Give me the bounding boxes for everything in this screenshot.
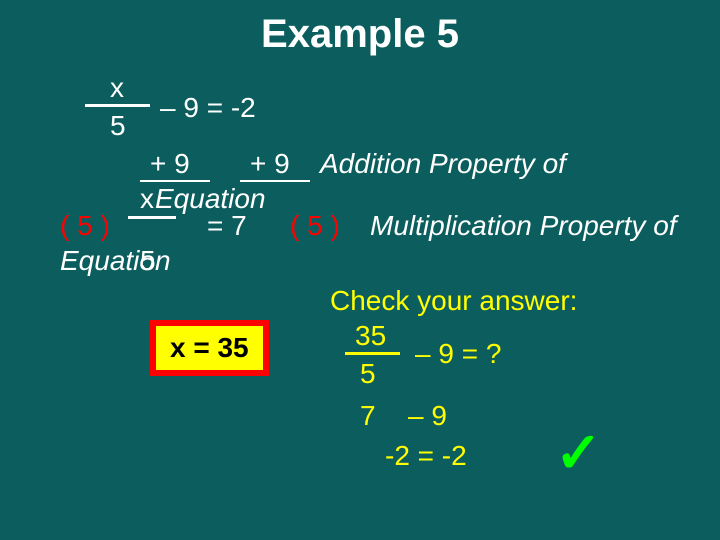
l3-denominator: 5 [140,245,156,277]
l1-numerator: x [110,72,124,104]
slide-title: Example 5 [0,12,720,57]
check-l3: -2 = -2 [385,440,467,472]
check-numerator: 35 [355,320,386,352]
l3-numerator: x [140,183,154,215]
l1-rest: – 9 = -2 [160,92,256,124]
l3-mid: = 7 [207,210,247,242]
check-label: Check your answer: [330,285,577,317]
l2-underline-left [140,180,210,182]
l2-underline-right [240,180,310,182]
check-denominator: 5 [360,358,376,390]
l3-frac-bar [128,216,176,219]
l1-denominator: 5 [110,110,126,142]
check-l2a: 7 [360,400,376,432]
l3-lparen: ( 5 ) [60,210,110,242]
l2-plus9-left: + 9 [150,148,190,180]
l3-rparen: ( 5 ) [290,210,340,242]
l2-property: Addition Property of [320,148,566,180]
l2-plus9-right: + 9 [250,148,290,180]
checkmark-icon: ✓ [555,420,602,486]
answer-box: x = 35 [150,320,269,376]
l3-property: Multiplication Property of [370,210,677,242]
check-frac-bar [345,352,400,355]
l1-frac-bar [85,104,150,107]
check-rest1: – 9 = ? [415,338,501,370]
check-l2b: – 9 [408,400,447,432]
